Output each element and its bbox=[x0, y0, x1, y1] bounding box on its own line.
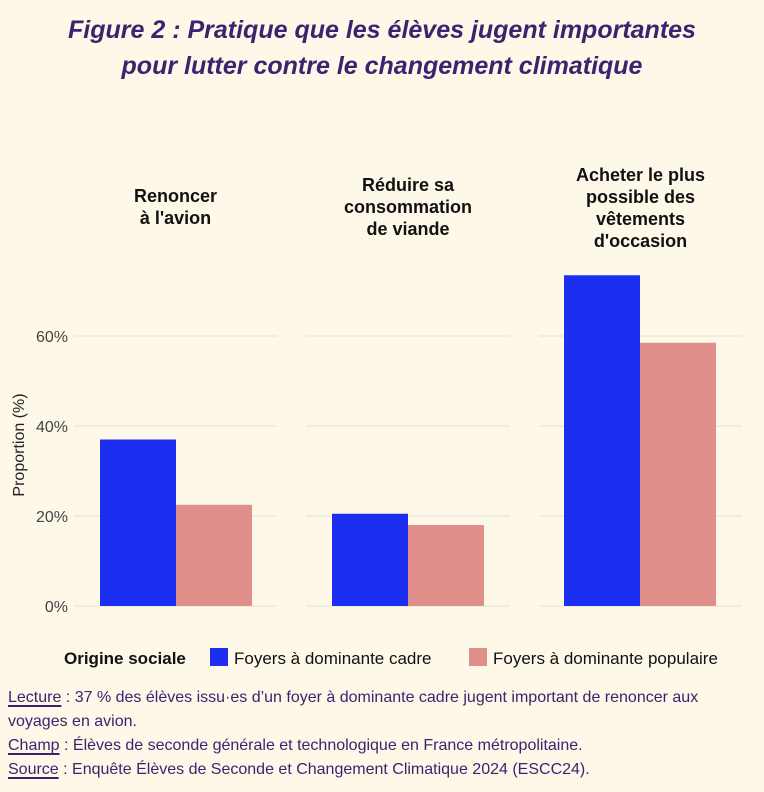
legend-swatch-populaire bbox=[469, 648, 487, 666]
bar-cadre-2 bbox=[564, 275, 640, 606]
note-champ: Champ : Élèves de seconde générale et te… bbox=[8, 734, 758, 758]
panel-label-1-line-2: de viande bbox=[366, 219, 449, 239]
panel-label-2-line-3: d'occasion bbox=[594, 231, 687, 251]
lecture-text: : 37 % des élèves issu·es d’un foyer à d… bbox=[8, 689, 699, 730]
note-lecture: Lecture : 37 % des élèves issu·es d’un f… bbox=[8, 686, 758, 734]
y-tick-label: 40% bbox=[36, 419, 68, 436]
figure-title: Figure 2 : Pratique que les élèves jugen… bbox=[0, 12, 764, 84]
panel-label-1-line-0: Réduire sa bbox=[362, 175, 455, 195]
y-tick-label: 0% bbox=[45, 599, 68, 616]
y-axis-title: Proportion (%) bbox=[11, 393, 28, 496]
panel-label-2-line-1: possible des bbox=[586, 187, 695, 207]
champ-text: : Élèves de seconde générale et technolo… bbox=[59, 737, 583, 754]
source-text: : Enquête Élèves de Seconde et Changemen… bbox=[58, 761, 590, 778]
legend-label-cadre: Foyers à dominante cadre bbox=[234, 649, 432, 668]
bar-populaire-1 bbox=[408, 525, 484, 606]
title-line-1: Figure 2 : Pratique que les élèves jugen… bbox=[68, 16, 696, 44]
lecture-label: Lecture bbox=[8, 689, 62, 706]
panel-label-0-line-1: à l'avion bbox=[140, 208, 211, 228]
y-tick-label: 20% bbox=[36, 509, 68, 526]
panel-label-0-line-0: Renoncer bbox=[134, 186, 217, 206]
legend-title: Origine sociale bbox=[64, 649, 186, 668]
title-line-2: pour lutter contre le changement climati… bbox=[121, 52, 643, 80]
figure-notes: Lecture : 37 % des élèves issu·es d’un f… bbox=[8, 686, 758, 782]
panel-label-1-line-1: consommation bbox=[344, 197, 472, 217]
bar-populaire-2 bbox=[640, 342, 716, 606]
bar-populaire-0 bbox=[176, 504, 252, 606]
legend-label-populaire: Foyers à dominante populaire bbox=[493, 649, 718, 668]
champ-label: Champ bbox=[8, 737, 60, 754]
panel-label-2-line-0: Acheter le plus bbox=[576, 165, 705, 185]
panel-label-2-line-2: vêtements bbox=[596, 209, 685, 229]
y-tick-label: 60% bbox=[36, 329, 68, 346]
legend-swatch-cadre bbox=[210, 648, 228, 666]
note-source: Source : Enquête Élèves de Seconde et Ch… bbox=[8, 758, 758, 782]
bar-cadre-1 bbox=[332, 513, 408, 606]
source-label: Source bbox=[8, 761, 59, 778]
bar-cadre-0 bbox=[100, 439, 176, 606]
